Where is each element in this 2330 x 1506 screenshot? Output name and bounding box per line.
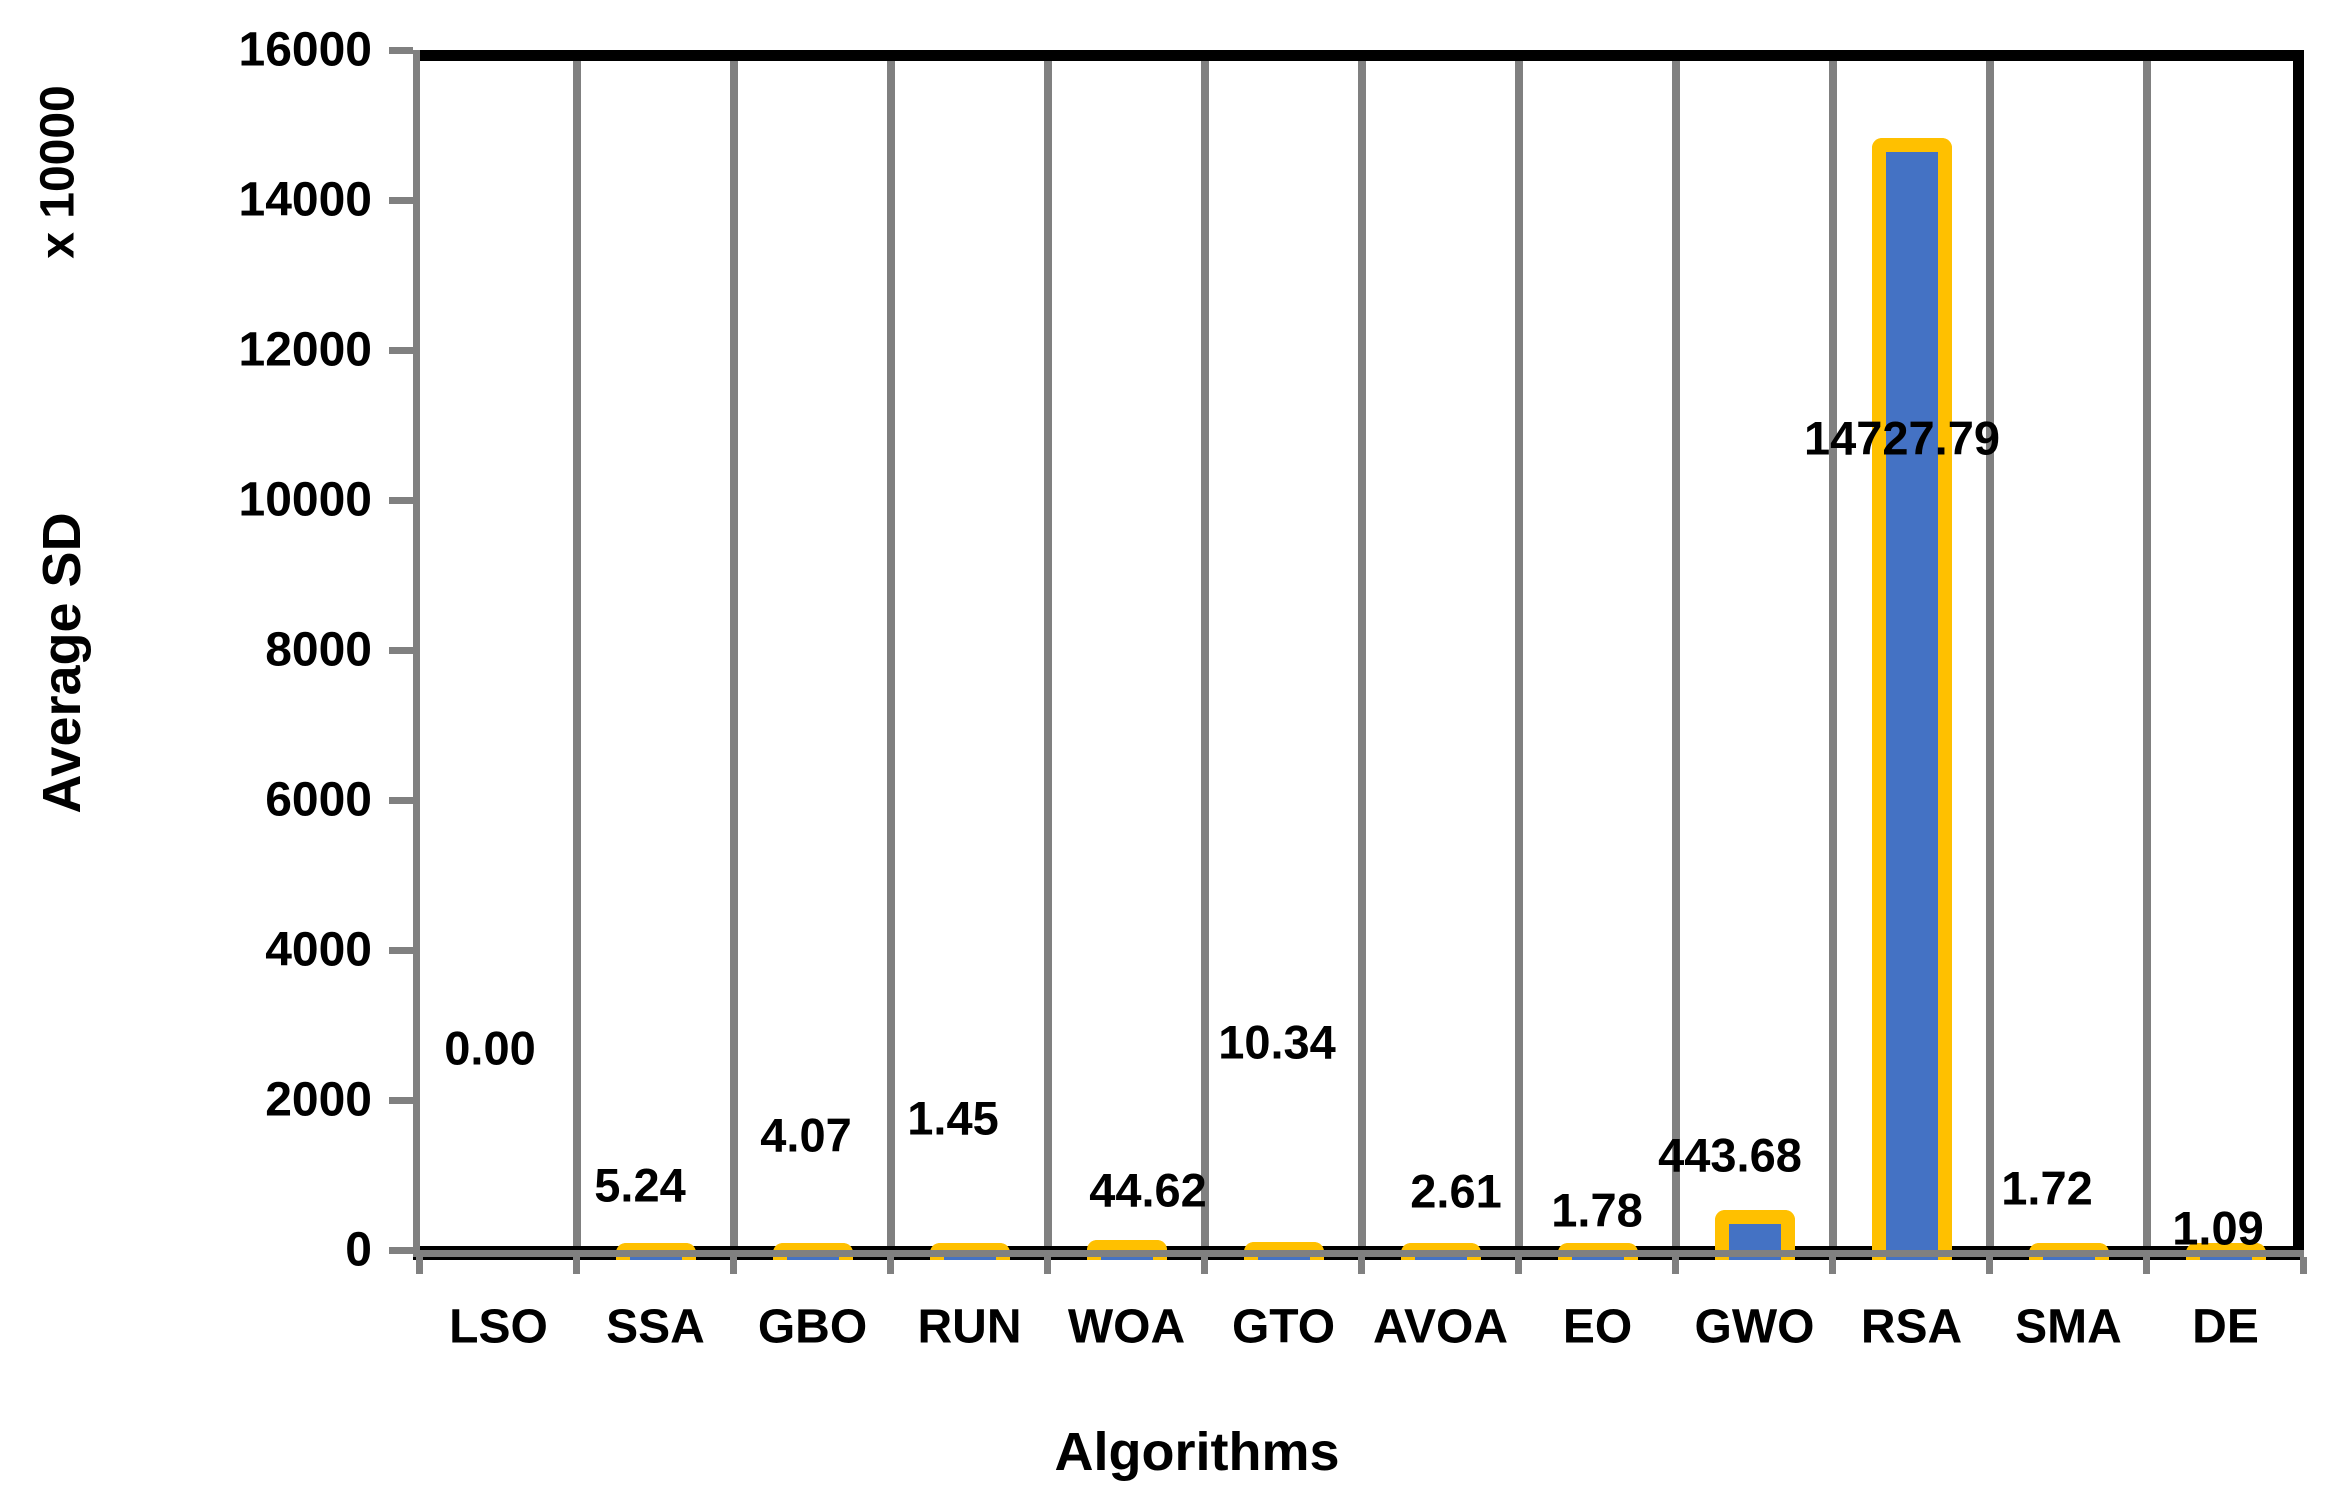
x-axis-tick: [2300, 1257, 2307, 1274]
x-axis-tick: [1672, 1257, 1679, 1274]
y-axis-tick: [389, 1097, 413, 1104]
y-axis-tick: [389, 47, 413, 54]
x-axis-tick: [416, 1257, 423, 1274]
bar-value-label: 1.72: [2001, 1161, 2093, 1215]
y-axis-tick-label: 16000: [238, 23, 372, 77]
x-axis-tick: [1986, 1257, 1993, 1274]
x-axis-category-label: GWO: [1694, 1300, 1815, 1354]
bar-rsa: [1871, 138, 1952, 1260]
vertical-gridline: [1672, 50, 1680, 1258]
y-axis-tick-label: 4000: [265, 923, 372, 977]
x-axis-category-label: SSA: [606, 1300, 705, 1354]
x-axis-category-label: GBO: [757, 1300, 868, 1354]
plot-border-right: [2293, 50, 2304, 1250]
bar-value-label: 1.45: [907, 1091, 999, 1145]
bar-value-label: 10.34: [1218, 1015, 1336, 1069]
vertical-gridline: [1044, 50, 1052, 1258]
y-axis-tick: [389, 497, 413, 504]
y-axis-line: [413, 50, 420, 1257]
bar-value-label: 44.62: [1089, 1163, 1207, 1217]
x-axis-category-label: EO: [1562, 1300, 1633, 1354]
x-axis-category-label: LSO: [449, 1300, 548, 1354]
vertical-gridline: [1201, 50, 1209, 1258]
x-axis-tick: [573, 1257, 580, 1274]
x-axis-category-label: RSA: [1860, 1300, 1963, 1354]
bar-value-label: 443.68: [1658, 1128, 1802, 1182]
vertical-gridline: [1986, 50, 1994, 1258]
y-axis-tick: [389, 797, 413, 804]
x-axis-tick: [1515, 1257, 1522, 1274]
bar-value-label: 0.00: [444, 1021, 536, 1075]
y-axis-tick-label: 8000: [265, 623, 372, 677]
bar-value-label: 1.09: [2172, 1201, 2264, 1255]
vertical-gridline: [2143, 50, 2151, 1258]
x-axis-category-label: AVOA: [1372, 1300, 1509, 1354]
bar-value-label: 14727.79: [1803, 411, 2001, 465]
vertical-gridline: [1515, 50, 1523, 1258]
y-axis-tick-label: 6000: [265, 773, 372, 827]
y-axis-title: Average SD: [32, 512, 92, 814]
vertical-gridline: [1829, 50, 1837, 1258]
x-axis-category-label: DE: [2192, 1300, 2259, 1354]
x-axis-tick: [887, 1257, 894, 1274]
bar-value-label: 2.61: [1410, 1164, 1502, 1218]
y-axis-tick: [389, 347, 413, 354]
y-axis-tick-label: 12000: [238, 323, 372, 377]
x-axis-tick: [1358, 1257, 1365, 1274]
y-axis-tick: [389, 947, 413, 954]
x-axis-tick: [2143, 1257, 2150, 1274]
vertical-gridline: [573, 50, 581, 1258]
bar-value-label: 4.07: [760, 1108, 852, 1162]
y-axis-tick: [389, 1247, 413, 1254]
x-axis-tick: [1829, 1257, 1836, 1274]
plot-border-top: [413, 50, 2304, 61]
vertical-gridline: [887, 50, 895, 1258]
y-axis-tick-label: 14000: [238, 173, 372, 227]
vertical-gridline: [730, 50, 738, 1258]
x-axis-category-label: RUN: [917, 1300, 1022, 1354]
y-axis-tick: [389, 197, 413, 204]
plot-border-bottom: [413, 1246, 2304, 1250]
y-axis-multiplier-label: x 10000: [31, 85, 85, 259]
bar-value-label: 1.78: [1551, 1183, 1643, 1237]
x-axis-category-label: WOA: [1067, 1300, 1186, 1354]
x-axis-tick: [1201, 1257, 1208, 1274]
y-axis-tick-label: 10000: [238, 473, 372, 527]
x-axis-category-label: SMA: [2015, 1300, 2122, 1354]
y-axis-tick-label: 2000: [265, 1073, 372, 1127]
bar-value-label: 5.24: [594, 1158, 686, 1212]
x-axis-title: Algorithms: [1054, 1422, 1340, 1482]
x-axis-line: [413, 1250, 2304, 1257]
y-axis-tick-label: 0: [345, 1223, 372, 1277]
x-axis-category-label: GTO: [1231, 1300, 1336, 1354]
vertical-gridline: [1358, 50, 1366, 1258]
x-axis-tick: [730, 1257, 737, 1274]
y-axis-tick: [389, 647, 413, 654]
x-axis-tick: [1044, 1257, 1051, 1274]
